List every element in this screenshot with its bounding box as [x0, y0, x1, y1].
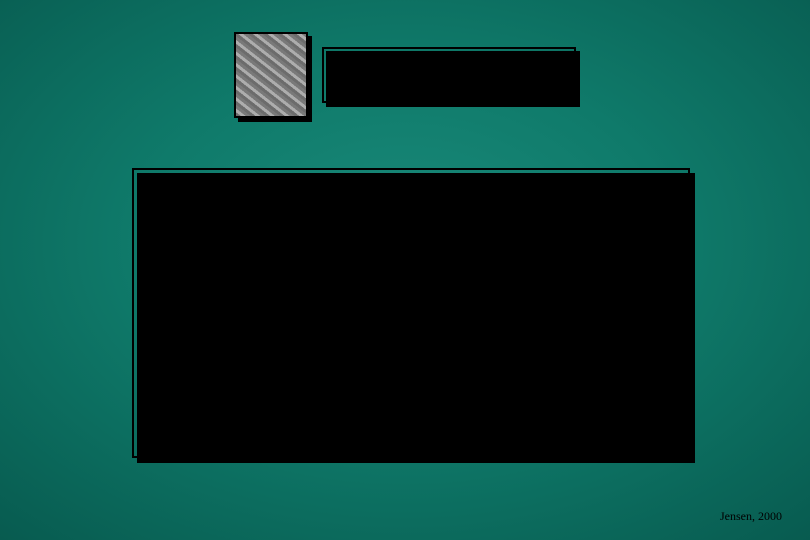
thumbnail-container — [234, 32, 308, 118]
title-box: Depression Angle — [322, 47, 576, 103]
body-box-container: The depression angle (γ) is the angle be… — [132, 168, 690, 458]
p2-average-term: average depression angle — [235, 345, 440, 367]
title-row: Depression Angle — [0, 32, 810, 118]
paragraph-2: • The depression angle within a strip of… — [146, 296, 674, 442]
p2-near-range: near-range — [219, 321, 309, 343]
p2-b: depression angle to the — [309, 321, 503, 343]
p1-open-paren: ( — [317, 181, 329, 203]
p1-term: depression angle — [182, 181, 317, 203]
citation: Jensen, 2000 — [720, 509, 782, 524]
p1-gamma-symbol: γ — [329, 181, 338, 203]
body-box: The depression angle (γ) is the angle be… — [132, 168, 690, 458]
p2-far-range: far-range — [503, 321, 579, 343]
bullet: • — [146, 297, 158, 319]
paragraph-1: The depression angle (γ) is the angle be… — [146, 180, 674, 278]
p1-lead: The — [146, 181, 182, 203]
p1-close-paren: ) — [338, 181, 345, 203]
radar-thumbnail-image — [234, 32, 308, 118]
slide-title: Depression Angle — [342, 57, 556, 90]
title-box-container: Depression Angle — [322, 47, 576, 103]
